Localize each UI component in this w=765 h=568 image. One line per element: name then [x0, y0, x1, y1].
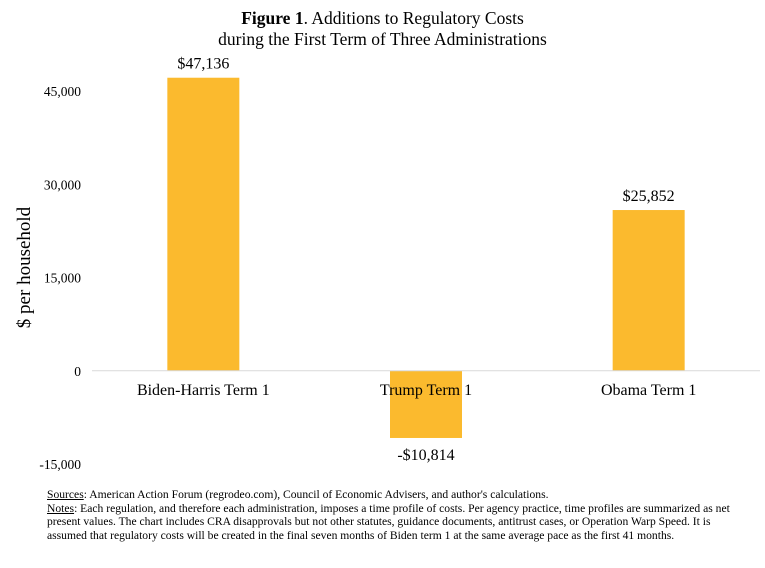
y-tick-label: 30,000 — [44, 177, 81, 192]
bar — [390, 370, 462, 438]
y-tick-label: 45,000 — [44, 84, 81, 99]
category-label: Biden-Harris Term 1 — [137, 382, 270, 399]
figure-label: Figure 1 — [241, 8, 304, 28]
y-axis-title: $ per household — [14, 206, 35, 328]
chart-title: Figure 1. Additions to Regulatory Costs … — [0, 8, 765, 50]
bar — [612, 210, 685, 371]
notes-label: Notes — [47, 501, 75, 515]
title-line-1: Figure 1. Additions to Regulatory Costs — [0, 8, 765, 29]
data-label: $47,136 — [177, 56, 229, 73]
data-label: $25,852 — [623, 188, 675, 205]
category-label: Trump Term 1 — [380, 382, 472, 399]
y-tick-label: 0 — [74, 364, 81, 379]
notes-text: : Each regulation, and therefore each ad… — [47, 501, 730, 542]
bar — [167, 77, 240, 371]
category-label: Obama Term 1 — [601, 382, 696, 399]
title-line-1-text: . Additions to Regulatory Costs — [303, 8, 524, 28]
sources-label: Sources — [47, 488, 84, 501]
notes-block: Sources: American Action Forum (regrodeo… — [47, 488, 747, 542]
y-tick-label: -15,000 — [39, 457, 81, 472]
sources-text: : American Action Forum (regrodeo.com), … — [83, 488, 549, 501]
bar-chart: -15,000 0 15,000 30,000 45,000 $ per househol… — [14, 56, 760, 472]
notes-line: Notes: Each regulation, and therefore ea… — [47, 502, 747, 543]
title-line-2: during the First Term of Three Administr… — [218, 29, 547, 49]
data-label: -$10,814 — [397, 447, 454, 464]
y-tick-label: 15,000 — [44, 271, 81, 286]
sources-line: Sources: American Action Forum (regrodeo… — [47, 488, 747, 502]
